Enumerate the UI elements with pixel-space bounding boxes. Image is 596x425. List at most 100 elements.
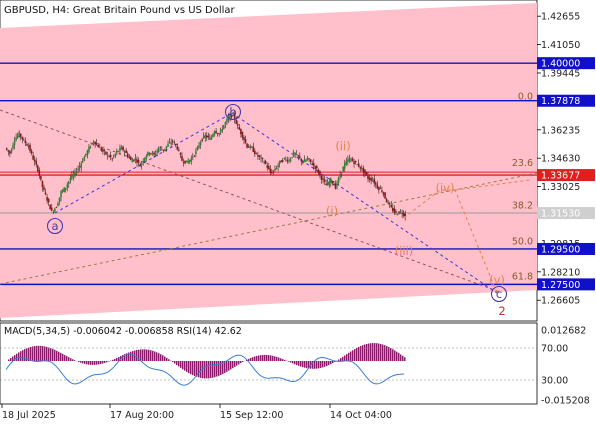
macd-histogram-bar bbox=[314, 361, 316, 369]
candle-body bbox=[331, 181, 334, 184]
trend-lines bbox=[0, 109, 538, 294]
candle-body bbox=[190, 158, 193, 162]
macd-histogram-bar bbox=[214, 361, 216, 378]
candle-body bbox=[235, 120, 238, 124]
candle-body bbox=[309, 159, 312, 162]
candle-body bbox=[192, 157, 194, 158]
candle-body bbox=[78, 166, 81, 169]
candle-body bbox=[359, 166, 362, 169]
candle-body bbox=[77, 168, 79, 170]
macd-histogram-bar bbox=[292, 361, 294, 364]
macd-histogram-bar bbox=[304, 361, 306, 368]
macd-histogram-bar bbox=[50, 348, 52, 361]
macd-histogram-bar bbox=[14, 355, 16, 361]
wave-label: (iv) bbox=[436, 181, 455, 195]
macd-histogram-bar bbox=[112, 359, 114, 361]
candle-body bbox=[71, 174, 73, 179]
macd-histogram-bar bbox=[122, 355, 124, 361]
price-tag-box bbox=[537, 207, 595, 220]
candle-body bbox=[340, 172, 343, 174]
macd-histogram-bar bbox=[186, 361, 188, 372]
candle-body bbox=[233, 113, 236, 120]
macd-histogram-bar bbox=[200, 361, 202, 378]
macd-histogram-bar bbox=[194, 361, 196, 377]
candle-body bbox=[226, 119, 228, 122]
candle-body bbox=[181, 155, 183, 161]
macd-histogram-bar bbox=[176, 361, 178, 366]
candle-body bbox=[89, 146, 92, 148]
price-tag-label: 1.33677 bbox=[541, 171, 580, 182]
candle-body bbox=[343, 163, 346, 169]
macd-histogram-bar bbox=[216, 361, 218, 377]
macd-histogram-bar bbox=[386, 346, 388, 361]
y-tick-label: 1.26605 bbox=[541, 296, 580, 307]
candle-body bbox=[145, 156, 148, 159]
candle-body bbox=[286, 160, 289, 162]
candle-body bbox=[170, 142, 172, 145]
macd-histogram-bar bbox=[58, 351, 60, 361]
candle-body bbox=[297, 155, 300, 157]
macd-histogram-bar bbox=[236, 361, 238, 366]
y-tick-label: 1.41050 bbox=[541, 40, 580, 51]
candle-body bbox=[112, 155, 115, 158]
macd-histogram-bar bbox=[130, 351, 132, 361]
macd-histogram-bar bbox=[306, 361, 308, 369]
candle-body bbox=[147, 151, 149, 156]
macd-histogram-bar bbox=[66, 356, 68, 361]
macd-histogram-bar bbox=[250, 357, 252, 361]
macd-histogram-bar bbox=[96, 361, 98, 365]
price-tags: 1.40000 1.37878 1.33677 1.31530 1.29500 1.275… bbox=[537, 57, 595, 291]
macd-histogram-bar bbox=[380, 343, 382, 361]
macd-histogram-bar bbox=[300, 361, 302, 367]
candle-body bbox=[339, 174, 341, 178]
candle-body bbox=[162, 149, 165, 151]
macd-histogram-bar bbox=[54, 349, 56, 361]
macd-histogram-bar bbox=[34, 346, 36, 361]
candle-body bbox=[285, 158, 287, 160]
candle-body bbox=[243, 137, 245, 140]
candle-body bbox=[398, 211, 400, 214]
wave-label: c bbox=[496, 287, 502, 301]
candle-body bbox=[36, 165, 39, 172]
price-axis: 1.42655 1.41050 1.39445 1.36235 1.34630 1.330… bbox=[537, 12, 580, 307]
candle-body bbox=[320, 175, 323, 180]
candle-body bbox=[368, 177, 371, 180]
candle-body bbox=[80, 163, 82, 168]
wave-label: (i) bbox=[326, 204, 338, 218]
macd-histogram-bar bbox=[18, 352, 20, 361]
macd-histogram-bar bbox=[368, 343, 370, 361]
price-tag-label: 1.27500 bbox=[541, 280, 580, 291]
candle-body bbox=[292, 151, 295, 157]
candlesticks bbox=[5, 110, 407, 221]
macd-histogram-bar bbox=[330, 361, 332, 365]
macd-histogram-bar bbox=[142, 349, 144, 361]
candle-body bbox=[401, 213, 403, 215]
macd-histogram-bar bbox=[394, 350, 396, 361]
candle-body bbox=[43, 187, 45, 190]
macd-histogram-bar bbox=[184, 361, 186, 371]
candle-body bbox=[164, 148, 166, 150]
macd-histogram-bar bbox=[372, 343, 374, 361]
macd-rsi-indicator bbox=[0, 343, 537, 386]
candle-body bbox=[165, 146, 168, 149]
macd-histogram-bar bbox=[12, 356, 14, 361]
candle-body bbox=[26, 144, 28, 146]
candle-body bbox=[103, 150, 106, 152]
macd-histogram-bar bbox=[294, 361, 296, 365]
candle-body bbox=[216, 133, 219, 134]
macd-histogram-bar bbox=[82, 361, 84, 364]
macd-histogram-bar bbox=[116, 357, 118, 361]
candle-body bbox=[395, 211, 397, 213]
macd-histogram-bar bbox=[248, 358, 250, 361]
candle-body bbox=[342, 166, 345, 173]
macd-histogram-bar bbox=[52, 348, 54, 361]
candle-body bbox=[373, 178, 376, 184]
candle-body bbox=[156, 150, 158, 153]
macd-histogram-bar bbox=[400, 354, 402, 361]
candle-body bbox=[271, 172, 273, 174]
candle-body bbox=[351, 158, 354, 162]
candle-body bbox=[207, 135, 210, 138]
macd-histogram-bar bbox=[218, 361, 220, 376]
price-tag-box bbox=[537, 94, 595, 107]
fibonacci-labels: 0.0 23.6 38.2 50.0 61.8 bbox=[512, 91, 533, 282]
